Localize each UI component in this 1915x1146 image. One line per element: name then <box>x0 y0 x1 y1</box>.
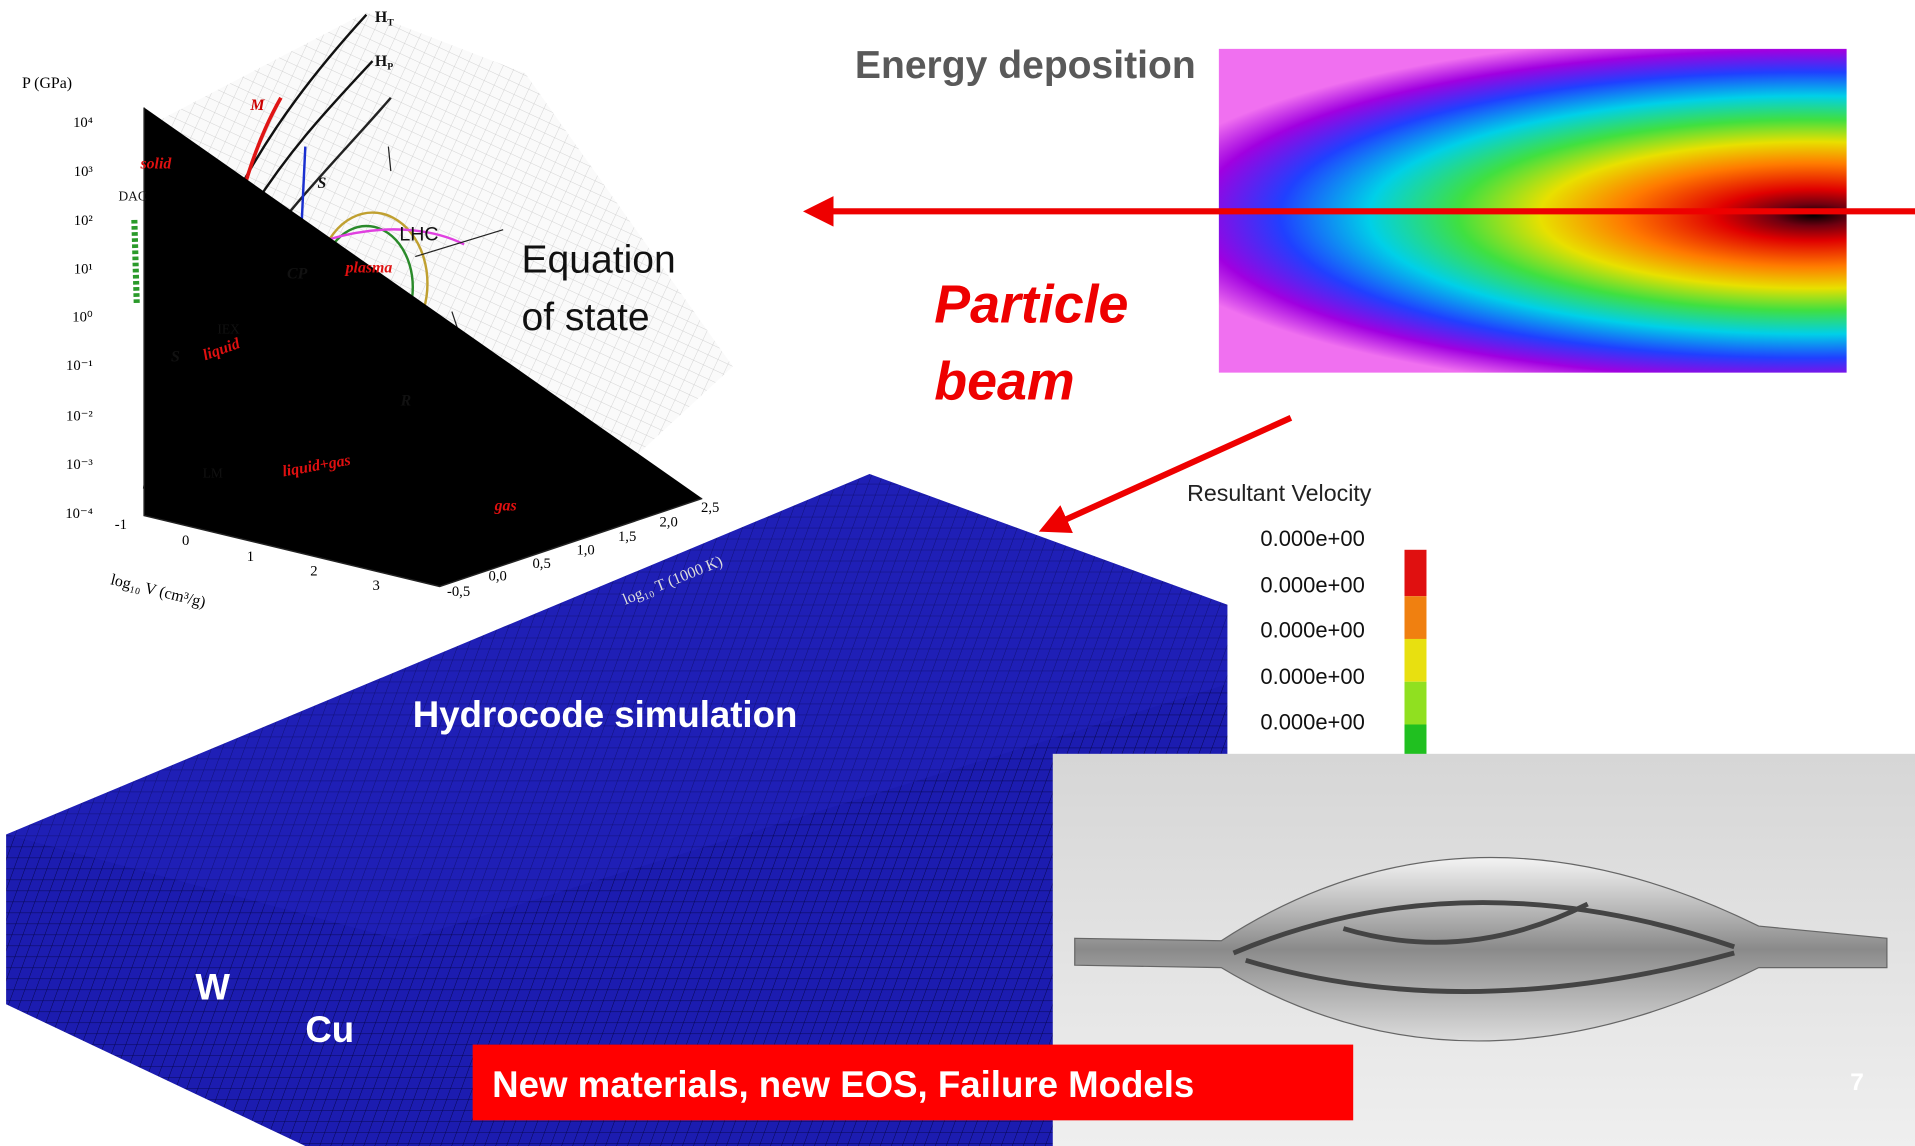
decoration <box>1404 724 1426 755</box>
eos-label: of state <box>521 296 649 339</box>
x-tick: 0 <box>182 533 189 549</box>
t-tick: 2,5 <box>701 500 719 516</box>
y-tick: 10⁻² <box>66 408 93 424</box>
hugoniot-sub: P <box>387 62 393 73</box>
eos-y-label: P (GPa) <box>22 75 72 92</box>
decoration <box>134 220 136 306</box>
slide-number: 7 <box>1850 1069 1864 1096</box>
legend-value: 0.000e+00 <box>1260 664 1364 689</box>
banner-text: New materials, new EOS, Failure Models <box>492 1064 1194 1105</box>
y-tick: 10⁻⁴ <box>65 506 92 522</box>
legend-value: 0.000e+00 <box>1260 526 1364 551</box>
curve-label: S <box>318 175 327 192</box>
y-tick: 10¹ <box>74 262 93 278</box>
x-tick: -1 <box>115 517 127 533</box>
t-tick: 0,0 <box>489 568 507 584</box>
energy-label: Energy deposition <box>855 44 1196 87</box>
y-tick: 10⁴ <box>73 115 93 131</box>
curve-label: CP <box>287 266 308 283</box>
decoration <box>1404 639 1426 682</box>
y-tick: 10⁻³ <box>66 457 93 473</box>
legend-title: Resultant Velocity <box>1187 480 1372 506</box>
legend-value: 0.000e+00 <box>1260 618 1364 643</box>
curve-label: IEX <box>217 322 240 337</box>
y-tick: 10⁻¹ <box>66 358 93 374</box>
y-tick: 10³ <box>74 164 94 180</box>
legend-value: 0.000e+00 <box>1260 573 1364 598</box>
t-tick: 2,0 <box>660 515 678 531</box>
decoration <box>1404 596 1426 639</box>
beam-label: beam <box>934 352 1074 412</box>
x-tick: 3 <box>372 578 379 594</box>
hugoniot-label: HT <box>375 9 394 29</box>
t-tick: -0,5 <box>447 584 470 600</box>
x-tick: 2 <box>310 563 317 579</box>
t-tick: 1,0 <box>576 543 594 559</box>
hugoniot-main: H <box>375 9 388 26</box>
sim-label: Hydrocode simulation <box>413 694 798 735</box>
hugoniot-sub: T <box>387 18 394 29</box>
decoration: 10⁴ 10³ 10² 10¹ 10⁰ 10⁻¹ 10⁻² 10⁻³ 10⁻⁴ <box>65 115 93 522</box>
curve-label: DAC <box>118 188 146 203</box>
curve-label: S <box>171 349 180 366</box>
x-tick: 1 <box>247 549 254 565</box>
region-label: plasma <box>344 259 393 276</box>
x-axis-label: log₁₀ V (cm³/g) <box>109 571 207 611</box>
eos-label: Equation <box>521 238 675 281</box>
decoration <box>1404 682 1426 725</box>
slide: Hydrocode simulation W Cu P (GPa) 10⁴ 10… <box>0 0 1915 1146</box>
color-bar <box>1404 550 1426 755</box>
curve-label: M <box>249 97 265 114</box>
hugoniot-main: H <box>375 53 388 70</box>
material-label: Cu <box>305 1009 354 1050</box>
region-label: gas <box>494 498 517 515</box>
material-label: W <box>195 966 230 1007</box>
t-tick: 1,5 <box>618 529 636 545</box>
curve-label: LHC <box>399 224 438 246</box>
curve-label: R <box>400 393 412 410</box>
region-label: solid <box>139 156 172 173</box>
t-tick: 0,5 <box>532 556 550 572</box>
y-tick: 10⁰ <box>72 309 93 325</box>
legend-value: 0.000e+00 <box>1260 709 1364 734</box>
decoration <box>1404 550 1426 596</box>
y-tick: 10² <box>74 213 94 229</box>
beam-label: Particle <box>934 275 1128 335</box>
page: Hydrocode simulation W Cu P (GPa) 10⁴ 10… <box>0 0 1915 1146</box>
curve-label: LM <box>203 466 223 481</box>
